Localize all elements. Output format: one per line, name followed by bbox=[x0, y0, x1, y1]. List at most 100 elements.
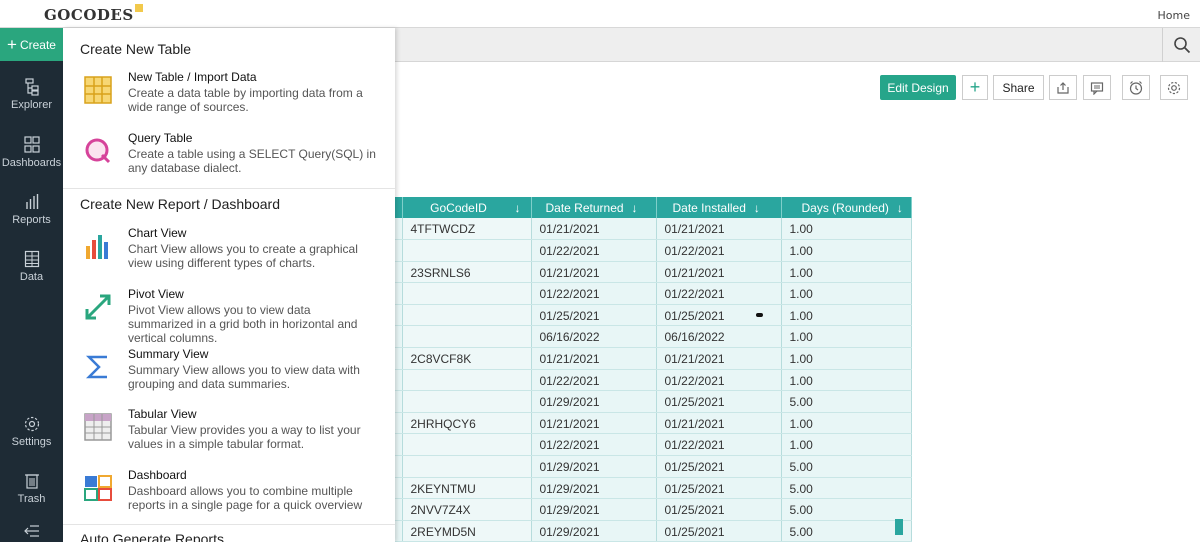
cell-date-returned[interactable]: 01/25/2021 bbox=[531, 304, 657, 327]
cell-gocodeid[interactable] bbox=[402, 239, 532, 262]
bar-chart-icon bbox=[86, 235, 108, 259]
cell-date-installed[interactable]: 01/25/2021 bbox=[656, 390, 782, 413]
cell-days-rounded[interactable]: 5.00 bbox=[781, 455, 912, 478]
cell-gocodeid[interactable] bbox=[402, 304, 532, 327]
option-new-table-import[interactable]: New Table / Import Data Create a data ta… bbox=[80, 70, 380, 126]
home-link[interactable]: Home bbox=[1157, 9, 1190, 22]
cell-gocodeid[interactable] bbox=[402, 282, 532, 305]
cell-days-rounded[interactable]: 5.00 bbox=[781, 390, 912, 413]
option-dashboard[interactable]: Dashboard Dashboard allows you to combin… bbox=[80, 468, 380, 524]
cell-gocodeid[interactable] bbox=[402, 325, 532, 349]
cell-date-installed[interactable]: 01/22/2021 bbox=[656, 239, 782, 262]
cell-date-returned[interactable]: 01/21/2021 bbox=[531, 347, 657, 370]
cell-date-returned[interactable]: 01/29/2021 bbox=[531, 390, 657, 413]
sort-arrow-icon[interactable]: ↓ bbox=[753, 200, 760, 215]
column-header-gocodeid[interactable]: GoCodeID ↓ bbox=[402, 197, 532, 218]
sidebar-item-dashboards[interactable]: Dashboards bbox=[0, 136, 63, 169]
cell-gocodeid[interactable]: 2HRHQCY6 bbox=[402, 412, 532, 435]
option-summary-view[interactable]: Summary View Summary View allows you to … bbox=[80, 347, 380, 403]
cell-date-installed[interactable]: 01/25/2021 bbox=[656, 520, 782, 542]
create-button[interactable]: + Create bbox=[0, 28, 63, 61]
cell-days-rounded[interactable]: 1.00 bbox=[781, 261, 912, 284]
comment-icon[interactable] bbox=[1083, 75, 1111, 100]
collapse-panel-handle[interactable] bbox=[895, 519, 903, 535]
option-description: Summary View allows you to view data wit… bbox=[128, 363, 360, 391]
gocodes-logo[interactable]: GOCODES bbox=[44, 4, 143, 24]
cell-date-installed[interactable]: 01/25/2021 bbox=[656, 304, 782, 327]
cell-date-returned[interactable]: 01/29/2021 bbox=[531, 498, 657, 521]
cell-date-installed[interactable]: 01/22/2021 bbox=[656, 282, 782, 305]
section-title-auto-generate[interactable]: Auto Generate Reports bbox=[80, 531, 224, 542]
cell-date-installed[interactable]: 06/16/2022 bbox=[656, 325, 782, 349]
cell-days-rounded[interactable]: 5.00 bbox=[781, 498, 912, 521]
edit-design-button[interactable]: Edit Design bbox=[880, 75, 956, 100]
cell-gocodeid[interactable]: 2KEYNTMU bbox=[402, 477, 532, 500]
sidebar-item-reports[interactable]: Reports bbox=[0, 193, 63, 226]
settings-gear-icon[interactable] bbox=[1160, 75, 1188, 100]
column-header-date-returned[interactable]: Date Returned ↓ bbox=[531, 197, 657, 218]
row-gutter bbox=[395, 520, 403, 542]
sort-arrow-icon[interactable]: ↓ bbox=[896, 200, 903, 215]
cell-days-rounded[interactable]: 1.00 bbox=[781, 304, 912, 327]
cell-date-returned[interactable]: 06/16/2022 bbox=[531, 325, 657, 349]
option-tabular-view[interactable]: Tabular View Tabular View provides you a… bbox=[80, 407, 380, 463]
cell-date-returned[interactable]: 01/29/2021 bbox=[531, 477, 657, 500]
schedule-icon[interactable] bbox=[1122, 75, 1150, 100]
cell-date-installed[interactable]: 01/25/2021 bbox=[656, 477, 782, 500]
cell-date-returned[interactable]: 01/22/2021 bbox=[531, 369, 657, 392]
option-pivot-view[interactable]: Pivot View Pivot View allows you to view… bbox=[80, 287, 380, 345]
cell-date-returned[interactable]: 01/29/2021 bbox=[531, 455, 657, 478]
cell-date-returned[interactable]: 01/22/2021 bbox=[531, 282, 657, 305]
export-icon[interactable] bbox=[1049, 75, 1077, 100]
collapse-sidebar-icon[interactable] bbox=[0, 524, 63, 541]
cell-days-rounded[interactable]: 5.00 bbox=[781, 477, 912, 500]
share-button[interactable]: Share bbox=[993, 75, 1044, 100]
cell-date-returned[interactable]: 01/22/2021 bbox=[531, 433, 657, 457]
cell-date-returned[interactable]: 01/22/2021 bbox=[531, 239, 657, 262]
sidebar-item-explorer[interactable]: Explorer bbox=[0, 78, 63, 111]
cell-gocodeid[interactable] bbox=[402, 433, 532, 457]
cell-date-returned[interactable]: 01/21/2021 bbox=[531, 261, 657, 284]
search-icon[interactable] bbox=[1162, 28, 1200, 62]
cell-days-rounded[interactable]: 1.00 bbox=[781, 282, 912, 305]
cell-date-returned[interactable]: 01/21/2021 bbox=[531, 412, 657, 435]
cell-days-rounded[interactable]: 1.00 bbox=[781, 239, 912, 262]
sidebar-item-settings[interactable]: Settings bbox=[0, 415, 63, 448]
cell-date-installed[interactable]: 01/21/2021 bbox=[656, 261, 782, 284]
cell-gocodeid[interactable] bbox=[402, 369, 532, 392]
column-header-date-installed[interactable]: Date Installed ↓ bbox=[656, 197, 782, 218]
cell-date-installed[interactable]: 01/22/2021 bbox=[656, 369, 782, 392]
cell-date-returned[interactable]: 01/29/2021 bbox=[531, 520, 657, 542]
option-chart-view[interactable]: Chart View Chart View allows you to crea… bbox=[80, 226, 380, 282]
cell-date-returned[interactable]: 01/21/2021 bbox=[531, 218, 657, 241]
sidebar-item-trash[interactable]: Trash bbox=[0, 472, 63, 505]
cell-gocodeid[interactable] bbox=[402, 390, 532, 413]
cell-date-installed[interactable]: 01/21/2021 bbox=[656, 412, 782, 435]
cell-date-installed[interactable]: 01/21/2021 bbox=[656, 218, 782, 241]
column-header-days-rounded[interactable]: Days (Rounded) ↓ bbox=[781, 197, 912, 218]
cell-days-rounded[interactable]: 1.00 bbox=[781, 369, 912, 392]
cell-days-rounded[interactable]: 5.00 bbox=[781, 520, 912, 542]
cell-days-rounded[interactable]: 1.00 bbox=[781, 347, 912, 370]
cell-date-installed[interactable]: 01/22/2021 bbox=[656, 433, 782, 457]
add-button[interactable]: + bbox=[962, 75, 988, 100]
cell-gocodeid[interactable]: 2NVV7Z4X bbox=[402, 498, 532, 521]
cell-date-installed[interactable]: 01/25/2021 bbox=[656, 455, 782, 478]
cell-gocodeid[interactable]: 2REYMD5N bbox=[402, 520, 532, 542]
cell-days-rounded[interactable]: 1.00 bbox=[781, 412, 912, 435]
cell-days-rounded[interactable]: 1.00 bbox=[781, 218, 912, 241]
cell-days-rounded[interactable]: 1.00 bbox=[781, 325, 912, 349]
cell-gocodeid[interactable]: 2C8VCF8K bbox=[402, 347, 532, 370]
cell-gocodeid[interactable]: 4TFTWCDZ bbox=[402, 218, 532, 241]
cell-date-installed[interactable]: 01/25/2021 bbox=[656, 498, 782, 521]
sidebar-item-data[interactable]: Data bbox=[0, 250, 63, 283]
cell-gocodeid[interactable]: 23SRNLS6 bbox=[402, 261, 532, 284]
table-row: 23SRNLS6 01/21/2021 01/21/2021 1.00 bbox=[395, 261, 912, 284]
cell-date-installed[interactable]: 01/21/2021 bbox=[656, 347, 782, 370]
table-row: 01/29/2021 01/25/2021 5.00 bbox=[395, 455, 912, 478]
sort-arrow-icon[interactable]: ↓ bbox=[631, 200, 638, 215]
sort-arrow-icon[interactable]: ↓ bbox=[514, 200, 521, 215]
cell-gocodeid[interactable] bbox=[402, 455, 532, 478]
cell-days-rounded[interactable]: 1.00 bbox=[781, 433, 912, 457]
option-query-table[interactable]: Query Table Create a table using a SELEC… bbox=[80, 131, 380, 187]
